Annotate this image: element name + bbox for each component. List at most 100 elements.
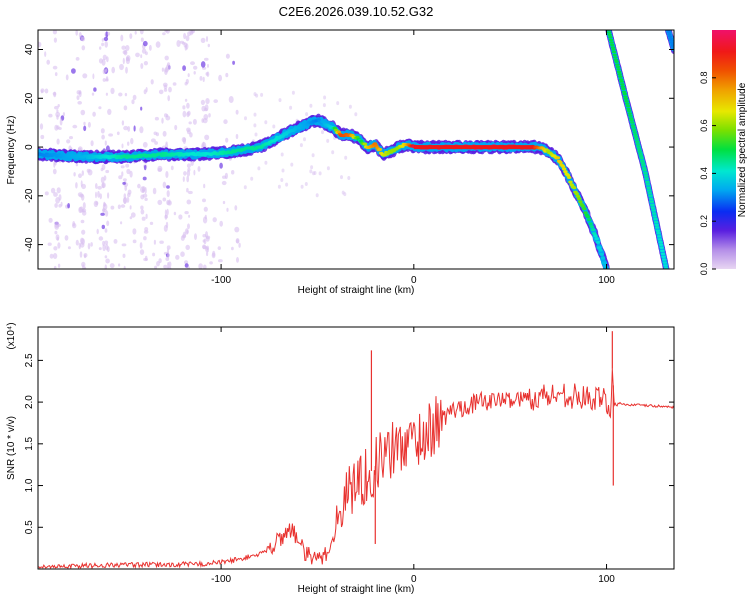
track-core (580, 204, 586, 208)
noise-speck (80, 109, 86, 116)
noise-speck (309, 103, 313, 108)
noise-speck (69, 136, 73, 140)
noise-speck (52, 168, 57, 175)
track-core (662, 258, 667, 261)
noise-speck (122, 197, 128, 204)
noise-speck (173, 211, 177, 216)
noise-speck (121, 120, 125, 126)
noise-speck (92, 111, 96, 117)
noise-speck (204, 57, 209, 61)
x-tick-label: -100 (211, 574, 231, 585)
track-core (647, 189, 652, 192)
noise-speck (111, 66, 115, 74)
noise-speck (281, 168, 285, 173)
track-core (656, 232, 661, 235)
track-core (637, 150, 642, 153)
noise-speck (97, 185, 102, 190)
noise-speck (277, 184, 281, 189)
noise-speck (203, 264, 207, 269)
track-core (575, 194, 581, 198)
noise-speck (235, 238, 240, 244)
noise-speck (102, 244, 106, 252)
y-tick-label: 0.5 (24, 520, 35, 534)
noise-speck (167, 261, 170, 269)
track-core (578, 200, 583, 204)
track-core (623, 95, 628, 98)
noise-speck (104, 255, 108, 259)
noise-speck (235, 134, 239, 139)
noise-speck (73, 172, 76, 177)
noise-speck (142, 40, 148, 47)
track-core (572, 186, 577, 190)
background-noise (38, 30, 358, 269)
noise-speck (154, 265, 158, 269)
noise-speck (183, 171, 187, 176)
track-core (658, 241, 663, 244)
noise-speck (58, 204, 62, 208)
noise-speck (78, 242, 82, 250)
snr-series (38, 331, 674, 569)
noise-speck (122, 50, 127, 55)
y-tick-label: 2.5 (24, 353, 35, 367)
noise-speck (144, 187, 147, 194)
noise-speck (310, 165, 314, 170)
noise-speck (103, 202, 107, 207)
noise-speck (280, 152, 284, 157)
track-core (669, 41, 674, 44)
track-core (646, 186, 651, 189)
noise-speck (120, 221, 123, 225)
noise-speck (182, 176, 185, 183)
noise-speck (170, 165, 174, 171)
noise-speck (78, 90, 82, 98)
noise-speck (120, 34, 124, 42)
noise-speck (66, 139, 71, 144)
noise-speck (58, 127, 62, 130)
noise-speck (200, 37, 206, 44)
noise-speck (127, 192, 131, 198)
noise-speck (166, 245, 171, 250)
noise-speck (331, 150, 335, 155)
noise-speck (157, 167, 162, 172)
track-core (661, 255, 666, 258)
noise-speck (46, 59, 50, 65)
noise-speck (290, 162, 294, 167)
x-tick-label: 100 (598, 275, 615, 286)
figure-title: C2E6.2026.039.10.52.G32 (279, 4, 434, 19)
noise-speck (131, 99, 135, 105)
noise-speck (219, 220, 223, 227)
noise-speck (139, 126, 144, 134)
noise-speck (133, 125, 136, 132)
noise-speck (53, 246, 58, 251)
noise-speck (184, 263, 189, 268)
noise-speck (49, 253, 54, 259)
track-core (623, 97, 629, 101)
track-core (645, 180, 650, 184)
noise-speck (87, 121, 91, 128)
track-core (650, 203, 655, 207)
track-core (618, 75, 623, 78)
noise-speck (67, 203, 70, 209)
track-core (627, 112, 632, 115)
noise-speck (127, 141, 130, 146)
track-core (632, 128, 637, 132)
noise-speck (142, 176, 147, 181)
track-core (667, 33, 672, 36)
noise-speck (163, 84, 168, 90)
noise-speck (185, 35, 190, 42)
noise-speck (140, 54, 143, 59)
noise-speck (57, 263, 61, 268)
noise-speck (102, 78, 107, 82)
noise-speck (186, 175, 190, 183)
noise-speck (101, 38, 104, 42)
track-core (658, 243, 664, 246)
track-core (628, 114, 633, 117)
noise-speck (264, 160, 268, 165)
noise-speck (207, 63, 209, 68)
noise-speck (125, 45, 130, 51)
track-core (619, 80, 624, 83)
noise-speck (140, 186, 145, 193)
noise-speck (117, 204, 121, 210)
noise-speck (53, 161, 56, 168)
noise-speck (98, 236, 104, 241)
noise-speck (167, 95, 170, 102)
